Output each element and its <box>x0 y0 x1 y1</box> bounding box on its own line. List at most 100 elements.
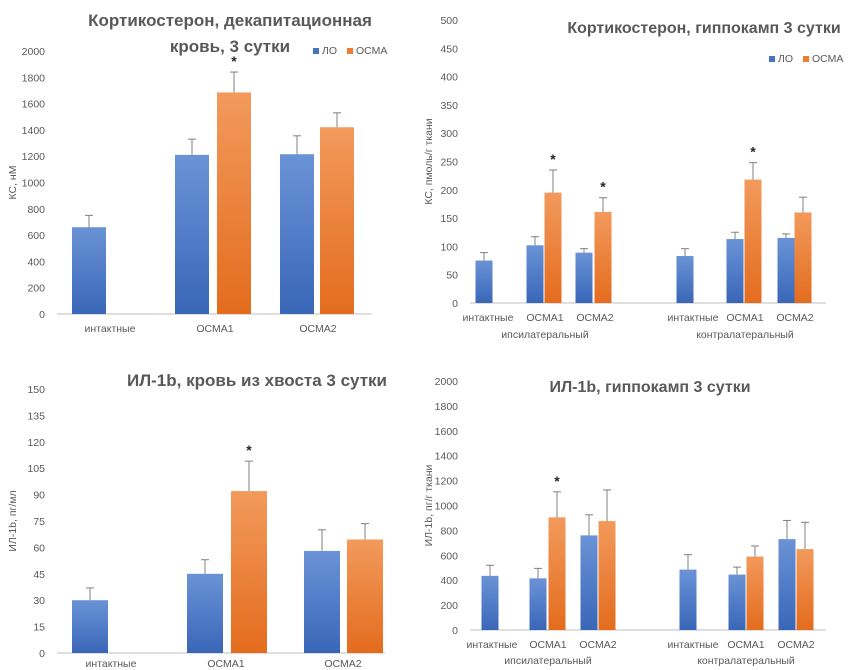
bar-lo <box>72 600 108 653</box>
x-category-label: ОСМА1 <box>207 658 244 670</box>
bar-lo <box>304 551 340 653</box>
y-tick-label: 90 <box>33 490 45 502</box>
significance-mark: * <box>231 53 237 69</box>
y-tick-label: 600 <box>27 230 45 242</box>
y-tick-label: 400 <box>440 72 458 84</box>
y-tick-label: 2000 <box>435 376 459 388</box>
y-tick-label: 600 <box>440 550 458 562</box>
y-tick-label: 135 <box>27 410 45 422</box>
x-group-label: контралатеральный <box>696 329 794 341</box>
bar-lo <box>729 575 746 630</box>
chart-2: Кортикостерон, гиппокамп 3 сутки 0 50 100 15… <box>423 15 843 341</box>
bar-osma <box>231 491 267 653</box>
bar-lo <box>527 245 544 303</box>
chart-title: кровь, 3 сутки <box>170 37 290 56</box>
chart-4: ИЛ-1b, гиппокамп 3 сутки 0 200 400 600 800 100… <box>423 376 826 667</box>
chart-3: ИЛ-1b, кровь из хвоста 3 сутки 0 15 30 45 60 7… <box>7 371 387 670</box>
bar-osma <box>549 517 566 630</box>
x-category-label: интактные <box>463 312 514 324</box>
y-tick-label: 50 <box>446 270 458 282</box>
y-tick-label: 120 <box>27 437 45 449</box>
bar-lo <box>476 261 493 303</box>
x-category-label: ОСМА1 <box>529 639 566 651</box>
y-tick-label: 45 <box>33 569 45 581</box>
x-category-label: ОСМА2 <box>777 639 814 651</box>
legend-swatch-osma <box>347 48 353 54</box>
significance-mark: * <box>600 179 606 195</box>
x-category-label: ОСМА2 <box>579 639 616 651</box>
legend-label: ЛО <box>778 53 793 65</box>
bar-osma <box>347 539 383 653</box>
y-axis-label: КС, нМ <box>7 166 19 200</box>
x-category-label: ОСМА2 <box>576 312 613 324</box>
bar-lo <box>482 576 499 630</box>
bar-osma <box>795 212 812 303</box>
bar-osma <box>595 212 612 303</box>
x-category-label: ОСМА1 <box>726 312 763 324</box>
y-axis-label: ИЛ-1b, пг/г ткани <box>423 464 435 546</box>
y-tick-label: 150 <box>440 213 458 225</box>
y-tick-label: 30 <box>33 595 45 607</box>
y-axis-label: ИЛ-1b, пг/мл <box>7 490 19 551</box>
legend-label: ОСМА <box>812 53 843 65</box>
bar-osma <box>747 557 764 630</box>
legend-swatch-osma <box>803 56 809 62</box>
y-tick-label: 1200 <box>435 476 459 488</box>
significance-mark: * <box>750 144 756 160</box>
x-category-label: ОСМА2 <box>324 658 361 670</box>
legend-label: ЛО <box>322 45 337 57</box>
x-category-label: интактные <box>85 323 136 335</box>
chart-1: Кортикостерон, декапитационная кровь, 3 с… <box>7 11 387 335</box>
y-tick-label: 105 <box>27 463 45 475</box>
y-tick-label: 0 <box>39 309 45 321</box>
y-tick-label: 400 <box>27 256 45 268</box>
y-tick-label: 1400 <box>435 451 459 463</box>
x-category-label: ОСМА1 <box>526 312 563 324</box>
y-tick-label: 150 <box>27 384 45 396</box>
y-tick-label: 1800 <box>435 401 459 413</box>
bar-lo <box>680 570 697 630</box>
y-tick-label: 1400 <box>22 125 46 137</box>
legend-label: ОСМА <box>356 45 387 57</box>
chart-title: ИЛ-1b, гиппокамп 3 сутки <box>549 379 750 396</box>
significance-mark: * <box>550 151 556 167</box>
bar-lo <box>72 227 106 314</box>
y-tick-label: 1000 <box>22 178 46 190</box>
y-tick-label: 0 <box>452 625 458 637</box>
significance-mark: * <box>246 442 252 458</box>
y-tick-label: 450 <box>440 43 458 55</box>
chart-title: ИЛ-1b, кровь из хвоста 3 сутки <box>127 371 387 390</box>
bar-lo <box>778 238 795 303</box>
x-category-label: ОСМА1 <box>727 639 764 651</box>
bar-lo <box>280 154 314 314</box>
legend-swatch-lo <box>313 48 319 54</box>
y-tick-label: 75 <box>33 516 45 528</box>
chart-title: Кортикостерон, декапитационная <box>88 11 372 30</box>
x-category-label: интактные <box>668 639 719 651</box>
bar-lo <box>677 256 694 303</box>
y-tick-label: 200 <box>440 600 458 612</box>
bar-osma <box>797 549 814 630</box>
y-tick-label: 0 <box>452 298 458 310</box>
x-category-label: ОСМА2 <box>776 312 813 324</box>
x-group-label: контралатеральный <box>697 655 795 667</box>
y-tick-label: 2000 <box>22 46 46 58</box>
y-tick-label: 200 <box>27 283 45 295</box>
x-category-label: ОСМА2 <box>299 323 336 335</box>
bar-osma <box>217 92 251 314</box>
y-tick-label: 500 <box>440 15 458 27</box>
y-tick-label: 300 <box>440 128 458 140</box>
bar-osma <box>320 127 354 314</box>
y-tick-label: 1800 <box>22 72 46 84</box>
y-tick-label: 0 <box>39 648 45 660</box>
chart-title: Кортикостерон, гиппокамп 3 сутки <box>567 20 840 37</box>
bar-osma <box>745 180 762 303</box>
y-tick-label: 200 <box>440 185 458 197</box>
x-category-label: интактные <box>668 312 719 324</box>
x-group-label: ипсилатеральный <box>501 329 589 341</box>
significance-mark: * <box>554 473 560 489</box>
bar-lo <box>175 155 209 314</box>
bar-osma <box>599 521 616 630</box>
y-tick-label: 1600 <box>435 426 459 438</box>
bar-lo <box>779 539 796 630</box>
